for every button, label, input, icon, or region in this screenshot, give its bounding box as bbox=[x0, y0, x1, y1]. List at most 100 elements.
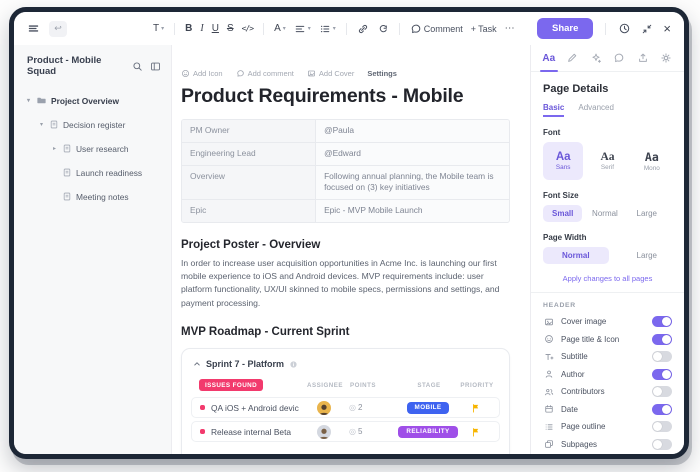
add-cover-button[interactable]: Add Cover bbox=[307, 69, 354, 78]
font-option-serif[interactable]: Aa Serif bbox=[587, 142, 628, 180]
sidebar-item-project-overview[interactable]: ▾ Project Overview bbox=[26, 95, 119, 106]
page-title[interactable]: Product Requirements - Mobile bbox=[181, 85, 464, 107]
panel-body: Page Details Basic Advanced Font Aa Sans… bbox=[531, 72, 684, 453]
meta-row[interactable]: Overview Following annual planning, the … bbox=[182, 165, 509, 201]
header-section-label: HEADER bbox=[543, 302, 576, 309]
contributors-toggle[interactable] bbox=[652, 386, 672, 398]
add-icon-button[interactable]: Add Icon bbox=[181, 69, 223, 78]
sidebar-item-launch-readiness[interactable]: Launch readiness bbox=[14, 163, 171, 182]
bold-button[interactable]: B bbox=[185, 23, 193, 34]
font-option-mono[interactable]: Aa Mono bbox=[631, 142, 672, 180]
sidebar-item-meeting-notes[interactable]: Meeting notes bbox=[14, 187, 171, 206]
share-button[interactable]: Share bbox=[537, 18, 594, 39]
history-icon[interactable] bbox=[618, 22, 631, 35]
priority-flag-icon[interactable] bbox=[471, 403, 481, 413]
task-row[interactable]: QA iOS + Android devices ◎ 2 MOBILE bbox=[191, 397, 500, 419]
stage-badge[interactable]: RELIABILITY bbox=[398, 425, 458, 438]
subpages-toggle[interactable] bbox=[652, 438, 672, 450]
toggle-row-page-title-icon[interactable]: Page title & Icon bbox=[543, 331, 672, 349]
toggle-row-subtitle[interactable]: Subtitle bbox=[543, 348, 672, 366]
align-dropdown[interactable]: ▾ bbox=[294, 23, 311, 35]
close-icon[interactable]: × bbox=[663, 21, 671, 36]
page-title-icon-toggle[interactable] bbox=[652, 333, 672, 345]
group-status-badge[interactable]: ISSUES FOUND bbox=[199, 379, 264, 392]
collapse-icon[interactable] bbox=[641, 23, 653, 35]
info-icon[interactable] bbox=[289, 360, 298, 369]
chevron-up-icon[interactable] bbox=[193, 360, 201, 368]
meta-row[interactable]: PM Owner @Paula bbox=[182, 120, 509, 143]
toggle-row-author[interactable]: Author bbox=[543, 366, 672, 384]
assignee-avatar[interactable] bbox=[317, 424, 331, 439]
points-cell[interactable]: ◎ 5 bbox=[349, 427, 363, 437]
cover-image-toggle[interactable] bbox=[652, 316, 672, 328]
font-size-options: Small Normal Large bbox=[543, 205, 672, 222]
page-outline-toggle[interactable] bbox=[652, 421, 672, 433]
underline-button[interactable]: U bbox=[211, 23, 219, 34]
tab-advanced[interactable]: Advanced bbox=[578, 103, 614, 112]
font-option-sans[interactable]: Aa Sans bbox=[543, 142, 584, 180]
date-toggle[interactable] bbox=[652, 403, 672, 415]
page-width-large[interactable]: Large bbox=[636, 251, 657, 260]
tab-page-details[interactable]: Aa bbox=[537, 45, 561, 72]
doc-settings-button[interactable]: Settings bbox=[367, 69, 397, 78]
menu-icon[interactable] bbox=[27, 22, 40, 35]
code-button[interactable]: </> bbox=[241, 24, 254, 33]
toggle-row-cover-image[interactable]: Cover image bbox=[543, 313, 672, 331]
chevron-down-icon: ▾ bbox=[332, 26, 336, 32]
sidebar-item-decision-register[interactable]: ▾ Decision register bbox=[39, 119, 126, 130]
priority-flag-icon[interactable] bbox=[471, 427, 481, 437]
font-size-normal[interactable]: Normal bbox=[592, 209, 618, 218]
subtitle-toggle[interactable] bbox=[652, 351, 672, 363]
person-silhouette-icon bbox=[319, 428, 329, 439]
meta-row[interactable]: Epic Epic - MVP Mobile Launch bbox=[182, 200, 509, 222]
task-row[interactable]: Release internal Beta ◎ 5 RELIABILITY bbox=[191, 421, 500, 443]
caret-right-icon[interactable]: ▸ bbox=[52, 146, 56, 152]
loop-icon[interactable] bbox=[377, 23, 389, 35]
more-options-icon[interactable]: ⋯ bbox=[504, 23, 515, 34]
font-size-large[interactable]: Large bbox=[636, 209, 657, 218]
points-cell[interactable]: ◎ 2 bbox=[349, 403, 363, 413]
comment-button[interactable]: Comment bbox=[410, 23, 463, 35]
doc-icon bbox=[63, 192, 71, 201]
toggle-row-contributors[interactable]: Contributors bbox=[543, 383, 672, 401]
sprint-title: Sprint 7 - Platform bbox=[206, 359, 285, 370]
search-icon[interactable] bbox=[132, 61, 143, 72]
caret-down-icon[interactable]: ▾ bbox=[39, 122, 43, 128]
tab-edit-pencil-icon[interactable] bbox=[561, 45, 585, 71]
toggle-row-subpages[interactable]: Subpages bbox=[543, 436, 672, 454]
sidebar-item-user-research[interactable]: ▸ User research bbox=[52, 143, 129, 154]
sidebar-panel-icon[interactable] bbox=[150, 61, 161, 72]
text-style-dropdown[interactable]: T ▾ bbox=[153, 23, 165, 34]
italic-button[interactable]: I bbox=[200, 23, 204, 34]
author-toggle[interactable] bbox=[652, 368, 672, 380]
add-task-button[interactable]: + Task bbox=[470, 23, 497, 34]
tab-export-icon[interactable] bbox=[631, 45, 655, 71]
toggle-row-date[interactable]: Date bbox=[543, 401, 672, 419]
stage-badge[interactable]: MOBILE bbox=[406, 401, 450, 414]
tab-comments-icon[interactable] bbox=[608, 45, 632, 71]
tab-basic[interactable]: Basic bbox=[543, 103, 565, 117]
list-dropdown[interactable]: ▾ bbox=[319, 23, 336, 35]
sidebar: Product - Mobile Squad ▾ Project Overvie… bbox=[14, 45, 172, 454]
sidebar-title: Product - Mobile Squad bbox=[27, 55, 102, 77]
topbar-right: Share × bbox=[537, 18, 671, 39]
toggle-row-page-outline[interactable]: Page outline bbox=[543, 418, 672, 436]
plus-icon: + bbox=[470, 23, 477, 34]
page-details-panel: Aa Page Details bbox=[530, 45, 684, 454]
undo-icon[interactable]: ↩ bbox=[49, 20, 67, 37]
page-width-normal[interactable]: Normal bbox=[543, 247, 609, 264]
tab-ai-sparkle-icon[interactable] bbox=[584, 45, 608, 71]
apply-all-pages-link[interactable]: Apply changes to all pages bbox=[562, 274, 653, 283]
tab-settings-gear-icon[interactable] bbox=[655, 45, 679, 71]
assignee-avatar[interactable] bbox=[317, 400, 331, 415]
font-size-small[interactable]: Small bbox=[543, 205, 583, 222]
caret-down-icon[interactable]: ▾ bbox=[26, 98, 30, 104]
link-icon[interactable] bbox=[357, 23, 369, 35]
overview-paragraph[interactable]: In order to increase user acquisition op… bbox=[181, 257, 500, 308]
text-color-dropdown[interactable]: A ▾ bbox=[274, 23, 286, 34]
sprint-header[interactable]: Sprint 7 - Platform bbox=[191, 357, 500, 376]
strikethrough-button[interactable]: S bbox=[226, 23, 234, 34]
add-comment-button[interactable]: Add comment bbox=[236, 69, 294, 78]
font-options: Aa Sans Aa Serif Aa Mono bbox=[543, 142, 672, 180]
meta-row[interactable]: Engineering Lead @Edward bbox=[182, 142, 509, 166]
